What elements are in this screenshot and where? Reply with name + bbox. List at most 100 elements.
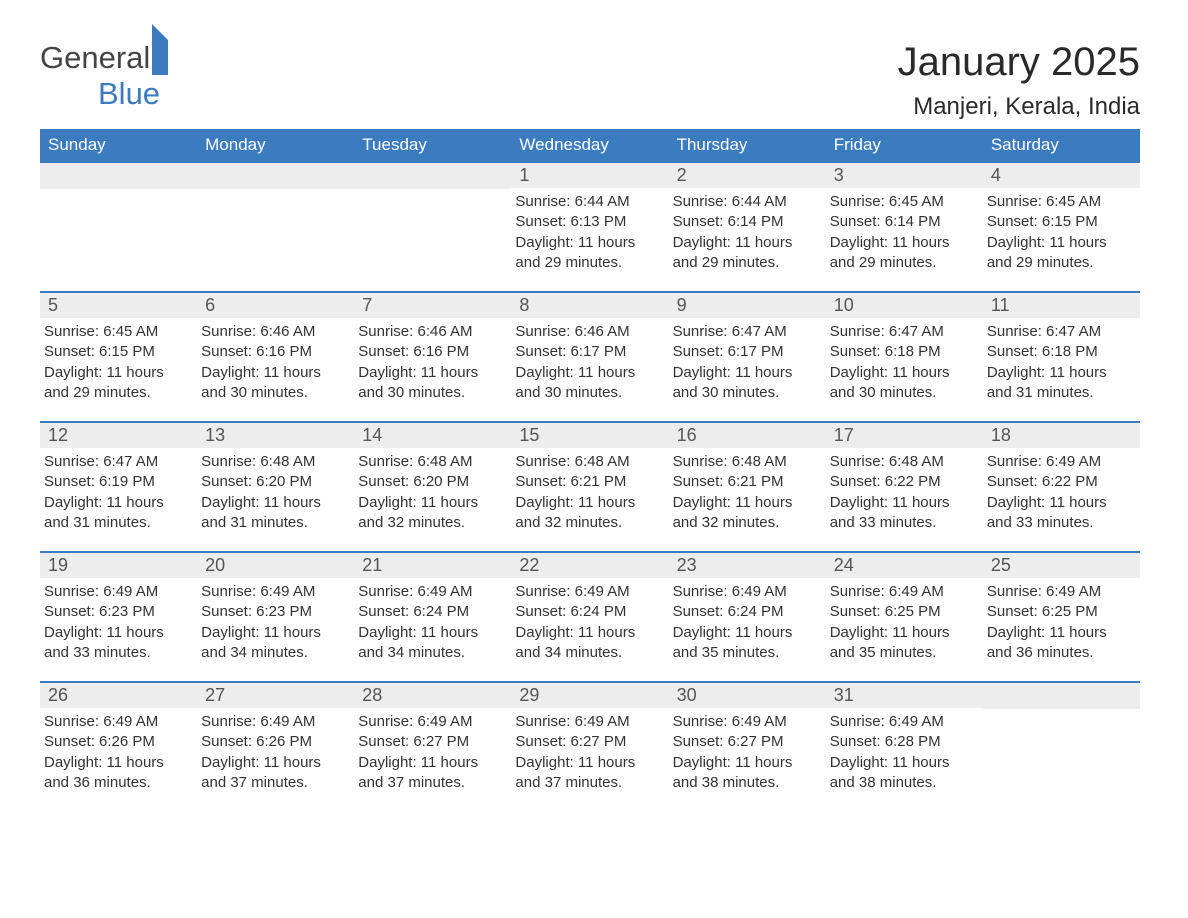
logo-mark-icon — [152, 24, 168, 75]
day-details: Sunrise: 6:48 AMSunset: 6:21 PMDaylight:… — [511, 448, 668, 537]
day-number: 4 — [983, 163, 1140, 188]
daylight-line: Daylight: 11 hours and 38 minutes. — [673, 753, 820, 794]
daylight-line: Daylight: 11 hours and 32 minutes. — [673, 493, 820, 534]
calendar-day-cell: 20Sunrise: 6:49 AMSunset: 6:23 PMDayligh… — [197, 552, 354, 682]
title-block: January 2025 Manjeri, Kerala, India — [898, 40, 1140, 121]
weekday-header: Wednesday — [511, 129, 668, 162]
daylight-line: Daylight: 11 hours and 30 minutes. — [673, 363, 820, 404]
calendar-day-cell: 25Sunrise: 6:49 AMSunset: 6:25 PMDayligh… — [983, 552, 1140, 682]
day-details: Sunrise: 6:49 AMSunset: 6:27 PMDaylight:… — [669, 708, 826, 797]
sunset-line: Sunset: 6:23 PM — [201, 602, 348, 622]
sunset-line: Sunset: 6:14 PM — [830, 212, 977, 232]
daylight-line: Daylight: 11 hours and 33 minutes. — [830, 493, 977, 534]
calendar-week-row: 1Sunrise: 6:44 AMSunset: 6:13 PMDaylight… — [40, 162, 1140, 292]
sunset-line: Sunset: 6:24 PM — [515, 602, 662, 622]
calendar-body: 1Sunrise: 6:44 AMSunset: 6:13 PMDaylight… — [40, 162, 1140, 811]
day-number: 30 — [669, 683, 826, 708]
sunrise-line: Sunrise: 6:49 AM — [987, 452, 1134, 472]
daylight-line: Daylight: 11 hours and 29 minutes. — [44, 363, 191, 404]
day-number: 25 — [983, 553, 1140, 578]
day-details: Sunrise: 6:47 AMSunset: 6:17 PMDaylight:… — [669, 318, 826, 407]
sunset-line: Sunset: 6:25 PM — [830, 602, 977, 622]
sunrise-line: Sunrise: 6:48 AM — [515, 452, 662, 472]
day-number: 14 — [354, 423, 511, 448]
day-details: Sunrise: 6:49 AMSunset: 6:25 PMDaylight:… — [826, 578, 983, 667]
daylight-line: Daylight: 11 hours and 30 minutes. — [515, 363, 662, 404]
day-details: Sunrise: 6:49 AMSunset: 6:27 PMDaylight:… — [511, 708, 668, 797]
calendar-day-cell: 17Sunrise: 6:48 AMSunset: 6:22 PMDayligh… — [826, 422, 983, 552]
logo: General Blue — [40, 40, 168, 112]
day-number: 18 — [983, 423, 1140, 448]
day-number-empty — [354, 163, 511, 189]
sunrise-line: Sunrise: 6:49 AM — [358, 712, 505, 732]
daylight-line: Daylight: 11 hours and 32 minutes. — [515, 493, 662, 534]
sunset-line: Sunset: 6:20 PM — [201, 472, 348, 492]
day-details: Sunrise: 6:49 AMSunset: 6:24 PMDaylight:… — [354, 578, 511, 667]
calendar-day-cell: 23Sunrise: 6:49 AMSunset: 6:24 PMDayligh… — [669, 552, 826, 682]
calendar-day-cell: 31Sunrise: 6:49 AMSunset: 6:28 PMDayligh… — [826, 682, 983, 811]
weekday-header: Monday — [197, 129, 354, 162]
calendar-day-cell — [983, 682, 1140, 811]
day-details: Sunrise: 6:49 AMSunset: 6:23 PMDaylight:… — [197, 578, 354, 667]
sunset-line: Sunset: 6:13 PM — [515, 212, 662, 232]
sunset-line: Sunset: 6:16 PM — [358, 342, 505, 362]
sunset-line: Sunset: 6:25 PM — [987, 602, 1134, 622]
day-details: Sunrise: 6:47 AMSunset: 6:18 PMDaylight:… — [983, 318, 1140, 407]
sunset-line: Sunset: 6:15 PM — [987, 212, 1134, 232]
sunrise-line: Sunrise: 6:49 AM — [201, 582, 348, 602]
daylight-line: Daylight: 11 hours and 33 minutes. — [44, 623, 191, 664]
calendar-day-cell: 10Sunrise: 6:47 AMSunset: 6:18 PMDayligh… — [826, 292, 983, 422]
sunset-line: Sunset: 6:18 PM — [987, 342, 1134, 362]
calendar-day-cell: 30Sunrise: 6:49 AMSunset: 6:27 PMDayligh… — [669, 682, 826, 811]
daylight-line: Daylight: 11 hours and 36 minutes. — [44, 753, 191, 794]
calendar-day-cell: 19Sunrise: 6:49 AMSunset: 6:23 PMDayligh… — [40, 552, 197, 682]
day-number: 17 — [826, 423, 983, 448]
day-number: 27 — [197, 683, 354, 708]
calendar-day-cell: 3Sunrise: 6:45 AMSunset: 6:14 PMDaylight… — [826, 162, 983, 292]
day-details: Sunrise: 6:49 AMSunset: 6:26 PMDaylight:… — [197, 708, 354, 797]
day-details: Sunrise: 6:49 AMSunset: 6:22 PMDaylight:… — [983, 448, 1140, 537]
calendar-day-cell: 7Sunrise: 6:46 AMSunset: 6:16 PMDaylight… — [354, 292, 511, 422]
calendar-day-cell: 28 Sunrise: 6:49 AMSunset: 6:27 PMDayligh… — [354, 682, 511, 811]
sunrise-line: Sunrise: 6:44 AM — [673, 192, 820, 212]
daylight-line: Daylight: 11 hours and 37 minutes. — [358, 753, 505, 794]
sunrise-line: Sunrise: 6:48 AM — [201, 452, 348, 472]
daylight-line: Daylight: 11 hours and 37 minutes. — [515, 753, 662, 794]
daylight-line: Daylight: 11 hours and 37 minutes. — [201, 753, 348, 794]
sunset-line: Sunset: 6:24 PM — [673, 602, 820, 622]
day-details: Sunrise: 6:49 AMSunset: 6:23 PMDaylight:… — [40, 578, 197, 667]
calendar-day-cell: 11Sunrise: 6:47 AMSunset: 6:18 PMDayligh… — [983, 292, 1140, 422]
calendar-week-row: 26Sunrise: 6:49 AMSunset: 6:26 PMDayligh… — [40, 682, 1140, 811]
day-number-empty — [983, 683, 1140, 709]
sunrise-line: Sunrise: 6:47 AM — [673, 322, 820, 342]
sunrise-line: Sunrise: 6:47 AM — [830, 322, 977, 342]
calendar-day-cell: 21Sunrise: 6:49 AMSunset: 6:24 PMDayligh… — [354, 552, 511, 682]
calendar-week-row: 19Sunrise: 6:49 AMSunset: 6:23 PMDayligh… — [40, 552, 1140, 682]
calendar-table: SundayMondayTuesdayWednesdayThursdayFrid… — [40, 129, 1140, 811]
sunrise-line: Sunrise: 6:49 AM — [44, 712, 191, 732]
day-number: 28 — [354, 683, 511, 708]
day-details: Sunrise: 6:46 AMSunset: 6:16 PMDaylight:… — [354, 318, 511, 407]
day-details: Sunrise: 6:48 AMSunset: 6:20 PMDaylight:… — [197, 448, 354, 537]
sunrise-line: Sunrise: 6:47 AM — [44, 452, 191, 472]
sunrise-line: Sunrise: 6:49 AM — [515, 712, 662, 732]
calendar-day-cell: 12Sunrise: 6:47 AMSunset: 6:19 PMDayligh… — [40, 422, 197, 552]
sunset-line: Sunset: 6:24 PM — [358, 602, 505, 622]
daylight-line: Daylight: 11 hours and 29 minutes. — [673, 233, 820, 274]
sunrise-line: Sunrise: 6:48 AM — [673, 452, 820, 472]
day-number: 7 — [354, 293, 511, 318]
sunrise-line: Sunrise: 6:46 AM — [201, 322, 348, 342]
calendar-day-cell: 4Sunrise: 6:45 AMSunset: 6:15 PMDaylight… — [983, 162, 1140, 292]
sunrise-line: Sunrise: 6:46 AM — [515, 322, 662, 342]
daylight-line: Daylight: 11 hours and 38 minutes. — [830, 753, 977, 794]
calendar-day-cell: 1Sunrise: 6:44 AMSunset: 6:13 PMDaylight… — [511, 162, 668, 292]
day-details: Sunrise: 6:49 AMSunset: 6:24 PMDaylight:… — [511, 578, 668, 667]
sunset-line: Sunset: 6:19 PM — [44, 472, 191, 492]
calendar-day-cell: 13Sunrise: 6:48 AMSunset: 6:20 PMDayligh… — [197, 422, 354, 552]
day-number: 21 — [354, 553, 511, 578]
day-number: 12 — [40, 423, 197, 448]
day-details: Sunrise: 6:48 AMSunset: 6:22 PMDaylight:… — [826, 448, 983, 537]
sunset-line: Sunset: 6:22 PM — [830, 472, 977, 492]
sunset-line: Sunset: 6:17 PM — [515, 342, 662, 362]
sunset-line: Sunset: 6:27 PM — [358, 732, 505, 752]
